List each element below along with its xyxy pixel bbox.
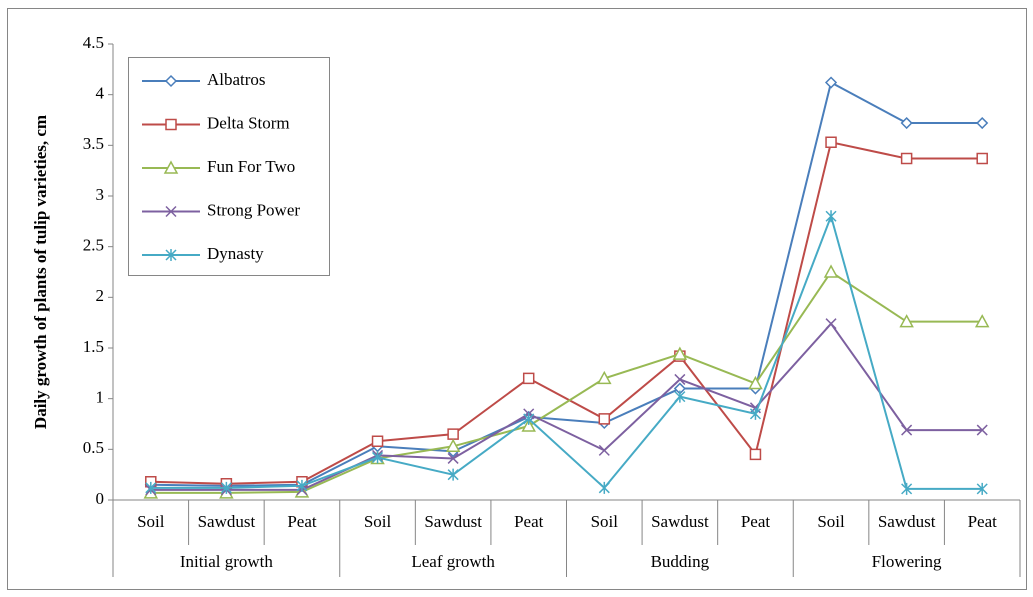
y-tick-label: 1 bbox=[96, 388, 105, 407]
data-point bbox=[445, 438, 461, 453]
data-point bbox=[900, 116, 913, 130]
y-tick-label: 2 bbox=[96, 286, 105, 305]
data-point bbox=[371, 435, 384, 447]
x-tick-label: Soil bbox=[364, 512, 392, 531]
y-tick-label: 0.5 bbox=[83, 438, 104, 457]
data-point bbox=[597, 370, 612, 385]
y-axis-title: Daily growth of plants of tulip varietie… bbox=[31, 115, 50, 429]
x-tick-label: Peat bbox=[741, 512, 771, 531]
data-point bbox=[824, 76, 838, 89]
data-point bbox=[523, 412, 535, 425]
data-point bbox=[145, 481, 157, 494]
y-tick-label: 3 bbox=[96, 185, 105, 204]
data-point bbox=[899, 314, 914, 328]
data-point bbox=[447, 468, 459, 481]
data-point bbox=[598, 481, 610, 494]
legend-label: Albatros bbox=[207, 70, 266, 89]
x-tick-label: Sawdust bbox=[878, 512, 936, 531]
series-line bbox=[150, 270, 983, 494]
data-point bbox=[447, 452, 459, 464]
data-point bbox=[748, 375, 763, 390]
x-tick-label: Sawdust bbox=[424, 512, 482, 531]
data-point bbox=[976, 482, 988, 495]
series-line bbox=[150, 141, 983, 485]
data-point bbox=[825, 210, 837, 223]
data-point bbox=[901, 424, 913, 436]
y-tick-label: 2.5 bbox=[83, 236, 104, 255]
legend-label: Strong Power bbox=[207, 200, 300, 219]
legend-label: Dynasty bbox=[207, 244, 264, 263]
legend-marker bbox=[165, 205, 177, 218]
series-line bbox=[150, 213, 983, 490]
x-tick-label: Peat bbox=[968, 512, 998, 531]
y-tick-label: 4.5 bbox=[83, 33, 104, 52]
data-point bbox=[296, 479, 308, 492]
data-point bbox=[974, 314, 990, 328]
legend-marker bbox=[165, 118, 177, 131]
data-point bbox=[672, 346, 688, 360]
x-tick-label: Soil bbox=[817, 512, 845, 531]
legend-frame bbox=[128, 57, 330, 276]
x-tick-label: Peat bbox=[287, 512, 317, 531]
data-point bbox=[220, 481, 232, 494]
series-line bbox=[150, 81, 983, 487]
data-point bbox=[521, 418, 536, 432]
data-point bbox=[901, 482, 913, 495]
x-tick-label: Peat bbox=[514, 512, 544, 531]
data-point bbox=[598, 413, 611, 425]
y-tick-label: 0 bbox=[96, 489, 105, 508]
data-point bbox=[976, 116, 989, 130]
y-tick-label: 4 bbox=[96, 84, 105, 103]
legend-marker bbox=[165, 249, 177, 261]
x-tick-label: Soil bbox=[591, 512, 619, 531]
data-point bbox=[825, 136, 837, 149]
x-tick-label: Sawdust bbox=[651, 512, 709, 531]
x-tick-label: Sawdust bbox=[198, 512, 256, 531]
legend-label: Fun For Two bbox=[207, 157, 295, 176]
data-point bbox=[447, 428, 459, 440]
data-point bbox=[749, 448, 762, 461]
data-point bbox=[823, 264, 839, 278]
data-point bbox=[900, 152, 913, 165]
data-point bbox=[749, 407, 761, 420]
group-label: Flowering bbox=[872, 552, 942, 571]
data-point bbox=[976, 424, 988, 436]
legend-marker bbox=[164, 74, 178, 88]
y-tick-label: 3.5 bbox=[83, 134, 104, 153]
group-label: Leaf growth bbox=[411, 552, 495, 571]
data-point bbox=[598, 444, 610, 456]
data-point bbox=[522, 372, 535, 385]
group-label: Budding bbox=[651, 552, 710, 571]
data-point bbox=[372, 451, 384, 464]
y-tick-label: 1.5 bbox=[83, 337, 104, 356]
legend-label: Delta Storm bbox=[207, 113, 290, 132]
data-point bbox=[976, 152, 988, 165]
data-point bbox=[674, 373, 686, 385]
data-point bbox=[674, 390, 686, 403]
series-line bbox=[150, 322, 983, 491]
group-label: Initial growth bbox=[180, 552, 274, 571]
x-tick-label: Soil bbox=[137, 512, 165, 531]
legend-marker bbox=[163, 160, 179, 174]
data-point bbox=[825, 318, 837, 330]
